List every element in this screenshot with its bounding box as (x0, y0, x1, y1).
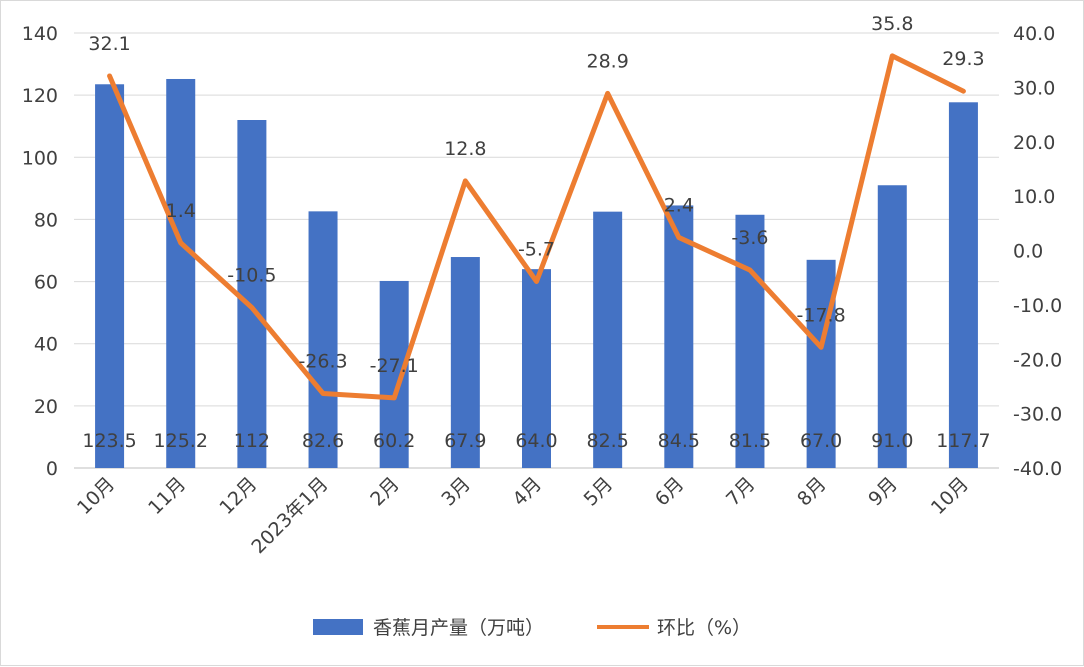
x-axis-tick-label: 2023年1月 (247, 473, 332, 558)
line-data-label: 29.3 (942, 48, 984, 70)
right-axis-tick-label: -40.0 (1013, 458, 1062, 480)
left-axis-tick-label: 0 (46, 458, 58, 480)
bar-data-label: 60.2 (373, 430, 415, 452)
bar (237, 120, 266, 468)
right-axis-tick-label: -10.0 (1013, 295, 1062, 317)
right-axis-ticks: -40.0 -30.0 -20.0 -10.0 0.0 10.0 20.0 30.0 40.0 (1013, 23, 1062, 480)
bar-data-labels: 123.5 125.2 112 82.6 60.2 67.9 64.0 82.5 84.5 81.… (82, 430, 990, 452)
bar (949, 102, 978, 468)
line-data-label: -10.5 (227, 265, 276, 287)
right-axis-tick-label: 30.0 (1013, 77, 1055, 99)
line-data-label: -3.6 (731, 227, 768, 249)
bar-data-label: 125.2 (154, 430, 208, 452)
line-data-label: -17.8 (797, 304, 846, 326)
right-axis-tick-label: -20.0 (1013, 349, 1062, 371)
bar-data-label: 117.7 (936, 430, 990, 452)
right-axis-tick-label: 10.0 (1013, 186, 1055, 208)
bar-data-label: 112 (234, 430, 270, 452)
line-data-label: 1.4 (166, 200, 196, 222)
line-data-label: 35.8 (871, 13, 913, 35)
left-axis-tick-label: 60 (34, 272, 58, 294)
bar-data-label: 84.5 (658, 430, 700, 452)
x-axis-tick-label: 2月 (366, 473, 404, 511)
x-axis-tick-label: 6月 (651, 473, 689, 511)
line-data-label: 28.9 (586, 50, 628, 72)
x-axis-tick-label: 8月 (793, 473, 831, 511)
bar-data-label: 82.6 (302, 430, 344, 452)
line-data-label: -5.7 (518, 238, 555, 260)
right-axis-tick-label: -30.0 (1013, 404, 1062, 426)
left-axis-tick-label: 100 (22, 147, 58, 169)
right-axis-tick-label: 20.0 (1013, 132, 1055, 154)
bar-data-label: 81.5 (729, 430, 771, 452)
x-axis-tick-label: 10月 (927, 473, 973, 519)
x-axis-tick-label: 7月 (722, 473, 760, 511)
left-axis-tick-label: 120 (22, 85, 58, 107)
bar (95, 84, 124, 468)
bar-data-label: 82.5 (586, 430, 628, 452)
x-axis-tick-label: 3月 (437, 473, 475, 511)
line-data-label: 2.4 (664, 194, 694, 216)
right-axis-tick-label: 40.0 (1013, 23, 1055, 45)
bar (166, 79, 195, 468)
x-axis-tick-label: 11月 (144, 473, 190, 519)
bar-data-label: 67.9 (444, 430, 486, 452)
x-axis-tick-label: 10月 (73, 473, 119, 519)
line-data-label: 12.8 (444, 138, 486, 160)
legend-bar-swatch (313, 619, 363, 635)
legend-bar-label: 香蕉月产量（万吨） (373, 617, 544, 639)
x-axis-tick-label: 4月 (508, 473, 546, 511)
x-axis-tick-label: 12月 (215, 473, 261, 519)
bar-data-label: 91.0 (871, 430, 913, 452)
left-axis-ticks: 0 20 40 60 80 100 120 140 (22, 23, 58, 480)
legend: 香蕉月产量（万吨） 环比（%） (313, 617, 751, 639)
x-axis-tick-label: 5月 (580, 473, 618, 511)
left-axis-tick-label: 80 (34, 209, 58, 231)
left-axis-tick-label: 40 (34, 334, 58, 356)
bar-data-label: 64.0 (515, 430, 557, 452)
bar-data-label: 67.0 (800, 430, 842, 452)
bar (878, 185, 907, 468)
right-axis-tick-label: 0.0 (1013, 241, 1043, 263)
legend-line-label: 环比（%） (657, 617, 751, 639)
left-axis-tick-label: 20 (34, 396, 58, 418)
line-data-label: 32.1 (88, 33, 130, 55)
left-axis-tick-label: 140 (22, 23, 58, 45)
x-axis-tick-label: 9月 (864, 473, 902, 511)
line-data-label: -26.3 (298, 351, 347, 373)
line-data-label: -27.1 (370, 355, 419, 377)
bar-data-label: 123.5 (82, 430, 136, 452)
